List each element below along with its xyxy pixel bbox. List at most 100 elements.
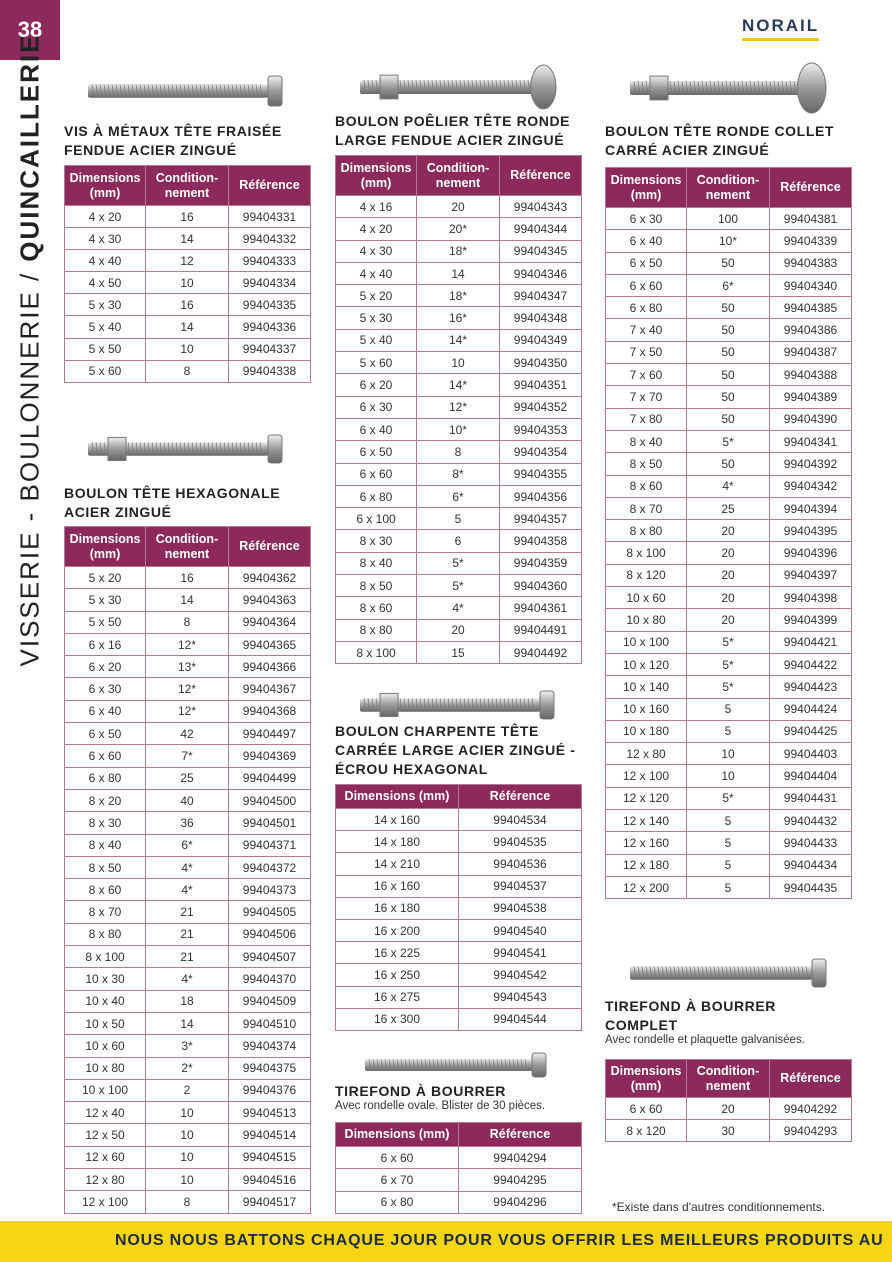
thread [729, 80, 733, 96]
thread [123, 84, 127, 98]
head [267, 75, 283, 107]
table-cell: 5 x 20 [64, 565, 146, 590]
thread [392, 1058, 396, 1072]
table-row: 6 x 80 25 99404499 [64, 766, 311, 790]
table-row: 10 x 60 3* 99404374 [64, 1034, 311, 1058]
table-cell: 10 x 60 [605, 586, 687, 610]
table-row: 12 x 160 5 99404433 [605, 831, 852, 855]
thread [669, 966, 673, 980]
thread [520, 1058, 524, 1072]
product-image [365, 1052, 547, 1078]
thread [407, 698, 411, 712]
table-cell: 6 x 40 [605, 229, 687, 253]
table-cell: 99404386 [769, 318, 852, 342]
table-cell: 14 x 180 [335, 830, 459, 854]
table-cell: 99404507 [228, 945, 311, 969]
table-cell: 21 [145, 922, 229, 947]
table-cell: 99404364 [228, 610, 311, 634]
thread [447, 698, 451, 712]
thread [247, 84, 251, 98]
table-cell: 10 x 60 [64, 1034, 146, 1058]
thread [175, 84, 179, 98]
shaft [88, 442, 268, 456]
thread [424, 1058, 428, 1072]
table-cell: 8 x 40 [335, 551, 417, 576]
table-cell: 12 x 60 [64, 1145, 146, 1170]
footnote: *Existe dans d'autres conditionnements. [612, 1200, 826, 1214]
thread [367, 79, 371, 95]
table-cell: 99404376 [228, 1078, 311, 1103]
table-cell: 99404397 [769, 563, 852, 588]
thread [508, 1058, 512, 1072]
product-table: Dimensions (mm) Référence 6 x 60 99404294 6 … [335, 1122, 582, 1214]
thread [235, 442, 239, 456]
product-title: BOULON TÊTE HEXAGONALE ACIER ZINGUÉ [64, 484, 280, 522]
table-cell: 99404434 [769, 853, 852, 877]
thread [725, 966, 729, 980]
thread [367, 698, 371, 712]
table-cell: 4 x 30 [335, 239, 417, 263]
table-row: 6 x 30 100 99404381 [605, 206, 852, 231]
table-row: 8 x 60 4* 99404361 [335, 596, 582, 620]
table-row: 12 x 140 5 99404432 [605, 809, 852, 833]
thread [673, 966, 677, 980]
product-image [88, 75, 283, 107]
product-subtitle: Avec rondelle ovale. Blister de 30 pièce… [335, 1100, 546, 1112]
table-cell: 99404353 [499, 417, 582, 442]
thread [789, 966, 793, 980]
thread [399, 79, 403, 95]
table-row: 8 x 100 21 99404507 [64, 945, 311, 969]
header-cell: Référence [228, 165, 311, 206]
thread [641, 966, 645, 980]
table-cell: 10 [416, 351, 500, 375]
table-cell: 99404369 [228, 744, 311, 768]
thread [761, 966, 765, 980]
thread [677, 966, 681, 980]
thread [171, 84, 175, 98]
title-line: BOULON POÊLIER TÊTE RONDE [335, 113, 571, 129]
table-cell: 99404343 [499, 194, 582, 219]
table-cell: 36 [145, 811, 229, 835]
thread [765, 80, 769, 96]
table-cell: 18* [416, 239, 500, 263]
thread [111, 84, 115, 98]
table-cell: 10 [145, 1168, 229, 1192]
thread [155, 442, 159, 456]
thread [769, 80, 773, 96]
table-cell: 99404356 [499, 484, 582, 509]
table-row: 10 x 80 2* 99404375 [64, 1056, 311, 1080]
table-cell: 8 x 100 [64, 945, 146, 969]
table-row: 4 x 30 18* 99404345 [335, 239, 582, 263]
table-cell: 99404388 [769, 363, 852, 387]
table-cell: 12* [416, 395, 500, 419]
table-cell: 8 x 50 [605, 452, 687, 476]
thread [785, 966, 789, 980]
thread [403, 698, 407, 712]
thread [420, 1058, 424, 1072]
table-row: 10 x 100 2 99404376 [64, 1078, 311, 1103]
table-cell: 12* [145, 632, 229, 657]
product-title: TIREFOND À BOURRER [335, 1082, 506, 1101]
product-image [630, 958, 827, 988]
table-row: 12 x 200 5 99404435 [605, 875, 852, 900]
thread [463, 698, 467, 712]
thread [491, 698, 495, 712]
table-row: 12 x 40 10 99404513 [64, 1101, 311, 1125]
table-cell: 20 [686, 1097, 770, 1120]
thread [131, 442, 135, 456]
table-cell: 5 [686, 853, 770, 877]
table-cell: 8 x 80 [605, 519, 687, 543]
table-cell: 8 x 60 [605, 474, 687, 498]
table-cell: 99404499 [228, 766, 311, 790]
thread [235, 84, 239, 98]
table-cell: 5* [416, 574, 500, 598]
table-cell: 8 x 20 [64, 788, 146, 813]
table-cell: 6* [145, 833, 229, 857]
header-row: Dimensions (mm) Condition- nement Référenc… [335, 155, 582, 196]
title-line: CARRÉE LARGE ACIER ZINGUÉ - [335, 742, 576, 758]
thread [371, 79, 375, 95]
header-row: Dimensions (mm) Référence [335, 1122, 582, 1147]
page-number: 38 [0, 0, 60, 60]
thread [167, 442, 171, 456]
thread [499, 698, 503, 712]
